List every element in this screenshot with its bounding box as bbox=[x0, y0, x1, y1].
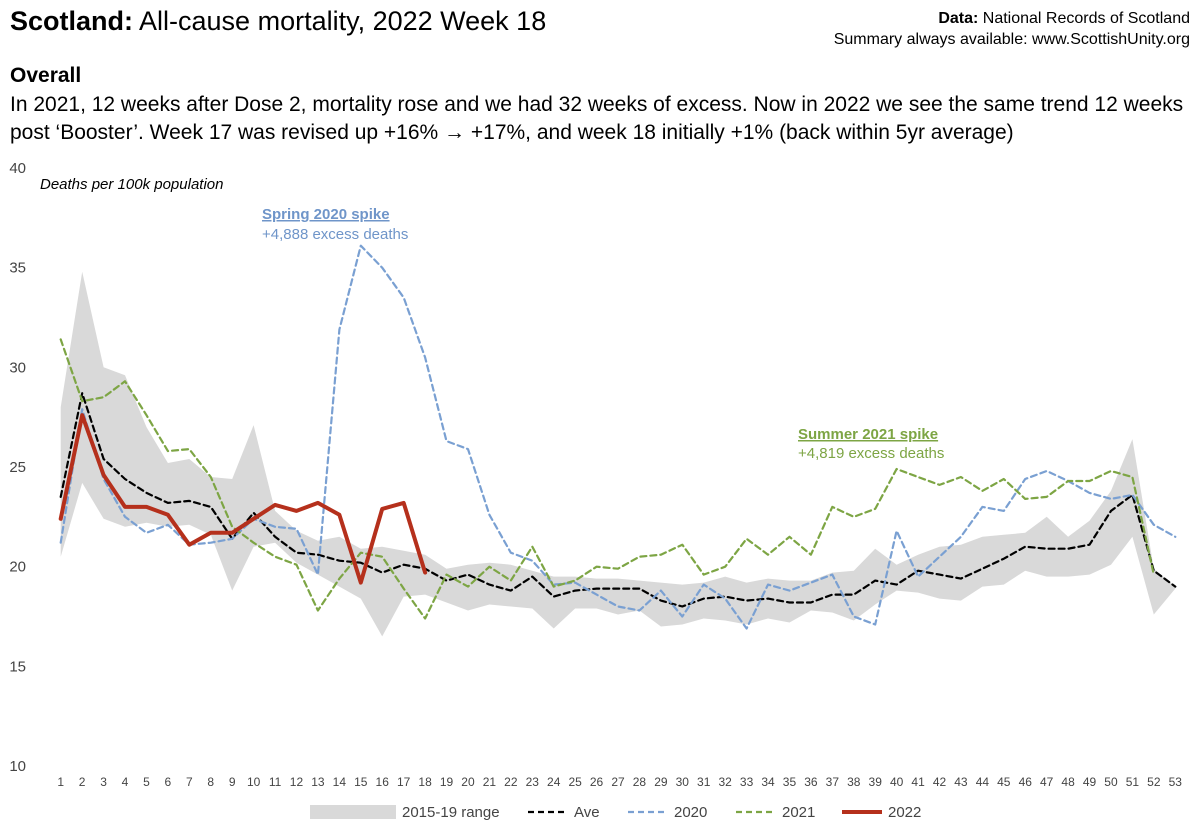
range-band bbox=[60, 271, 1176, 637]
x-tick-label: 45 bbox=[997, 775, 1011, 789]
x-tick-label: 25 bbox=[568, 775, 582, 789]
x-tick-label: 2 bbox=[79, 775, 86, 789]
x-tick-label: 22 bbox=[504, 775, 518, 789]
x-tick-label: 4 bbox=[122, 775, 129, 789]
x-tick-label: 24 bbox=[547, 775, 561, 789]
annotation-2021-text: +4,819 excess deaths bbox=[798, 445, 944, 462]
x-tick-label: 33 bbox=[740, 775, 754, 789]
legend-label: 2015-19 range bbox=[402, 804, 500, 821]
x-tick-label: 18 bbox=[418, 775, 432, 789]
x-tick-label: 9 bbox=[229, 775, 236, 789]
x-tick-label: 3 bbox=[100, 775, 107, 789]
x-tick-label: 7 bbox=[186, 775, 193, 789]
y-axis-label: Deaths per 100k population bbox=[40, 176, 223, 193]
x-tick-label: 44 bbox=[976, 775, 990, 789]
y-tick-label: 15 bbox=[9, 658, 26, 675]
x-tick-label: 36 bbox=[804, 775, 818, 789]
annotation-2021-title: Summer 2021 spike bbox=[798, 426, 938, 443]
x-tick-label: 49 bbox=[1083, 775, 1097, 789]
source-label: Data: bbox=[938, 10, 979, 27]
x-tick-label: 16 bbox=[376, 775, 390, 789]
x-tick-label: 43 bbox=[954, 775, 968, 789]
x-tick-label: 19 bbox=[440, 775, 454, 789]
data-source: Data: National Records of Scotland Summa… bbox=[834, 8, 1190, 50]
x-tick-label: 41 bbox=[911, 775, 925, 789]
legend-label: Ave bbox=[574, 804, 600, 821]
annotation-2020-title: Spring 2020 spike bbox=[262, 206, 390, 223]
y-tick-label: 40 bbox=[9, 160, 26, 177]
x-tick-label: 48 bbox=[1061, 775, 1075, 789]
x-tick-label: 10 bbox=[247, 775, 261, 789]
y-tick-label: 30 bbox=[9, 359, 26, 376]
series-2021-line bbox=[59, 338, 1155, 620]
x-tick-label: 17 bbox=[397, 775, 411, 789]
y-tick-label: 20 bbox=[9, 559, 26, 576]
title-region: Scotland: bbox=[10, 6, 134, 36]
overall-text: In 2021, 12 weeks after Dose 2, mortalit… bbox=[10, 93, 1184, 144]
y-tick-label: 25 bbox=[9, 459, 26, 476]
x-tick-label: 32 bbox=[718, 775, 732, 789]
x-tick-label: 39 bbox=[869, 775, 883, 789]
x-tick-label: 15 bbox=[354, 775, 368, 789]
x-tick-label: 29 bbox=[654, 775, 668, 789]
legend-label: 2022 bbox=[888, 804, 921, 821]
legend-label: 2020 bbox=[674, 804, 707, 821]
source-line: Data: National Records of Scotland bbox=[834, 8, 1190, 29]
summary-link[interactable]: Summary always available: www.ScottishUn… bbox=[833, 31, 1190, 48]
x-tick-label: 5 bbox=[143, 775, 150, 789]
x-tick-label: 30 bbox=[676, 775, 690, 789]
x-tick-label: 51 bbox=[1126, 775, 1140, 789]
x-tick-label: 26 bbox=[590, 775, 604, 789]
x-tick-label: 52 bbox=[1147, 775, 1161, 789]
x-tick-label: 27 bbox=[611, 775, 625, 789]
x-tick-label: 23 bbox=[526, 775, 540, 789]
x-tick-label: 46 bbox=[1019, 775, 1033, 789]
x-tick-label: 11 bbox=[269, 775, 282, 789]
title-text: All-cause mortality, 2022 Week 18 bbox=[133, 6, 547, 36]
x-tick-label: 13 bbox=[311, 775, 325, 789]
x-tick-label: 34 bbox=[761, 775, 775, 789]
legend-label: 2021 bbox=[782, 804, 815, 821]
series-ave-line bbox=[59, 392, 1177, 608]
x-tick-label: 14 bbox=[333, 775, 347, 789]
x-tick-label: 40 bbox=[890, 775, 904, 789]
x-tick-label: 6 bbox=[165, 775, 172, 789]
x-tick-label: 28 bbox=[633, 775, 647, 789]
x-tick-label: 31 bbox=[697, 775, 711, 789]
x-tick-label: 37 bbox=[826, 775, 840, 789]
x-tick-label: 50 bbox=[1104, 775, 1118, 789]
x-tick-label: 12 bbox=[290, 775, 304, 789]
y-tick-label: 10 bbox=[9, 758, 26, 775]
x-tick-label: 38 bbox=[847, 775, 861, 789]
legend-swatch-range bbox=[310, 805, 396, 819]
x-tick-label: 21 bbox=[483, 775, 497, 789]
x-tick-label: 8 bbox=[207, 775, 214, 789]
x-tick-label: 53 bbox=[1169, 775, 1183, 789]
source-name: National Records of Scotland bbox=[978, 10, 1190, 27]
y-tick-label: 35 bbox=[9, 260, 26, 277]
series-2022-line bbox=[58, 413, 428, 585]
annotation-2020-text: +4,888 excess deaths bbox=[262, 226, 408, 243]
overall-heading: Overall bbox=[10, 64, 82, 87]
page-title: Scotland: All-cause mortality, 2022 Week… bbox=[10, 6, 546, 37]
x-tick-label: 1 bbox=[57, 775, 64, 789]
x-tick-label: 47 bbox=[1040, 775, 1054, 789]
x-tick-label: 20 bbox=[461, 775, 475, 789]
x-tick-label: 42 bbox=[933, 775, 947, 789]
x-tick-label: 35 bbox=[783, 775, 797, 789]
